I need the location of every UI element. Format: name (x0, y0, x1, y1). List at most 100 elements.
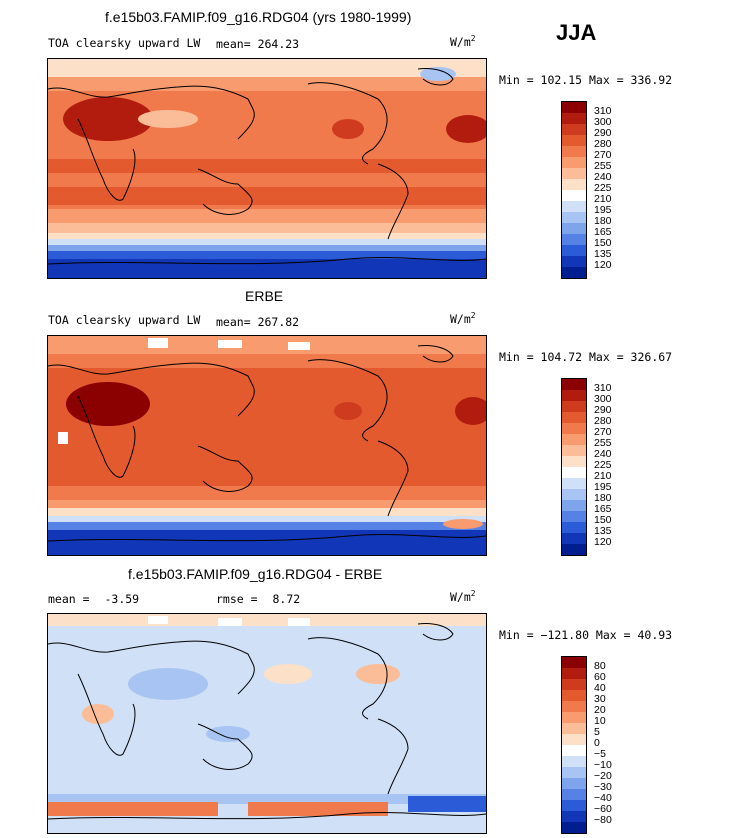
sahara-west-hotspot (455, 397, 486, 425)
colorbar-tick-label: 225 (594, 182, 612, 194)
panel-2-mean-value: 267.82 (257, 315, 300, 329)
south-subpolar-band-1 (48, 508, 486, 516)
pacific-positive-patch (264, 664, 312, 684)
colorbar-tick-label: 20 (594, 704, 606, 716)
antarctic-warm-patch (443, 519, 483, 529)
coastline-australia (197, 723, 253, 770)
colorbar-swatch (562, 679, 586, 690)
panel-2-map (47, 335, 487, 556)
colorbar-swatch (562, 412, 586, 423)
colorbar-swatch (562, 789, 586, 800)
panel-3-map-svg (48, 614, 486, 833)
colorbar-swatch (562, 701, 586, 712)
panel-1-mean-label: mean= (216, 37, 251, 51)
colorbar-tick-label: 240 (594, 171, 612, 183)
africa-positive-patch (82, 704, 114, 724)
north-midlat-band (48, 354, 486, 368)
panel-1-units: W/m2 (450, 34, 476, 49)
panel-1-map (47, 58, 487, 279)
colorbar-swatch (562, 778, 586, 789)
units-text: W/m (450, 589, 471, 604)
colorbar-swatch (562, 256, 586, 267)
arctic-band (48, 59, 486, 77)
north-america-positive-patch (356, 664, 400, 684)
colorbar-tick-label: 30 (594, 693, 606, 705)
missing-data-patch (288, 342, 310, 350)
panel-2-variable: TOA clearsky upward LW (48, 313, 201, 327)
colorbar-swatch (562, 234, 586, 245)
coastline-antarctica (48, 812, 486, 820)
colorbar-swatch (562, 135, 586, 146)
colorbar-swatch (562, 124, 586, 135)
panel-3-mean-label: mean = (48, 592, 90, 606)
colorbar-swatch (562, 657, 586, 668)
missing-data-patch (218, 340, 242, 348)
north-midlat-band (48, 77, 486, 91)
colorbar-swatch (562, 401, 586, 412)
colorbar-tick-label: −40 (594, 792, 612, 804)
colorbar-swatch (562, 168, 586, 179)
panel-3-units: W/m2 (450, 589, 476, 604)
colorbar-swatch (562, 723, 586, 734)
colorbar-tick-label: 240 (594, 448, 612, 460)
panel-3-minmax: Min = −121.80 Max = 40.93 (499, 628, 673, 642)
colorbar-tick-label: 165 (594, 226, 612, 238)
colorbar-tick-label: 255 (594, 437, 612, 449)
colorbar-tick-label: 195 (594, 481, 612, 493)
colorbar-tick-label: 210 (594, 470, 612, 482)
colorbar-swatch (562, 245, 586, 256)
colorbar-tick-label: 135 (594, 525, 612, 537)
colorbar-tick-label: −5 (594, 748, 606, 760)
coastline-south-america (377, 718, 409, 795)
colorbar-tick-label: 300 (594, 393, 612, 405)
asia-negative-patch (128, 668, 208, 700)
coastline-antarctica (48, 257, 486, 265)
panel-2-map-svg (48, 336, 486, 555)
coastline-australia (197, 168, 253, 215)
panel-3-rmse-label: rmse = (216, 592, 258, 606)
colorbar-tick-label: 60 (594, 671, 606, 683)
colorbar-tick-label: 270 (594, 149, 612, 161)
colorbar-swatch (562, 157, 586, 168)
colorbar-tick-label: 135 (594, 248, 612, 260)
coastline-eurasia (48, 640, 255, 695)
colorbar-swatch (562, 712, 586, 723)
tibet-coolspot (138, 110, 198, 128)
colorbar-tick-label: −30 (594, 781, 612, 793)
south-subpolar-band-3 (48, 245, 486, 251)
missing-data-patch (58, 432, 68, 444)
sahara-hotspot (63, 97, 153, 141)
colorbar-swatch (562, 456, 586, 467)
coastline-antarctica (48, 534, 486, 542)
colorbar-tick-label: 290 (594, 404, 612, 416)
colorbar-swatch (562, 756, 586, 767)
colorbar-swatch (562, 190, 586, 201)
colorbar-tick-label: 290 (594, 127, 612, 139)
colorbar-tick-label: −10 (594, 759, 612, 771)
panel-3-map (47, 613, 487, 834)
panel-2-mean-label: mean= (216, 315, 251, 329)
colorbar-tick-label: 80 (594, 660, 606, 672)
missing-data-patch (218, 618, 242, 626)
coastline-south-america (377, 163, 409, 240)
coastline-south-america (377, 440, 409, 517)
colorbar-tick-label: 280 (594, 415, 612, 427)
coastline-africa (77, 673, 136, 756)
sahara-hotspot (66, 382, 150, 426)
colorbar-swatch (562, 745, 586, 756)
coastline-north-america (307, 359, 388, 442)
colorbar-swatch (562, 544, 586, 555)
arctic-band (48, 336, 486, 354)
panel-3-title: f.e15b03.FAMIP.f09_g16.RDG04 - ERBE (128, 566, 383, 582)
colorbar-swatch (562, 767, 586, 778)
colorbar-swatch (562, 522, 586, 533)
coastline-eurasia (48, 362, 255, 417)
missing-data-patch (288, 618, 310, 626)
panel-1-minmax: Min = 102.15 Max = 336.92 (499, 73, 673, 87)
colorbar-tick-label: 150 (594, 514, 612, 526)
units-text: W/m (450, 34, 471, 49)
colorbar-swatch (562, 379, 586, 390)
colorbar-swatch (562, 467, 586, 478)
colorbar-tick-label: 270 (594, 426, 612, 438)
colorbar-swatch (562, 668, 586, 679)
